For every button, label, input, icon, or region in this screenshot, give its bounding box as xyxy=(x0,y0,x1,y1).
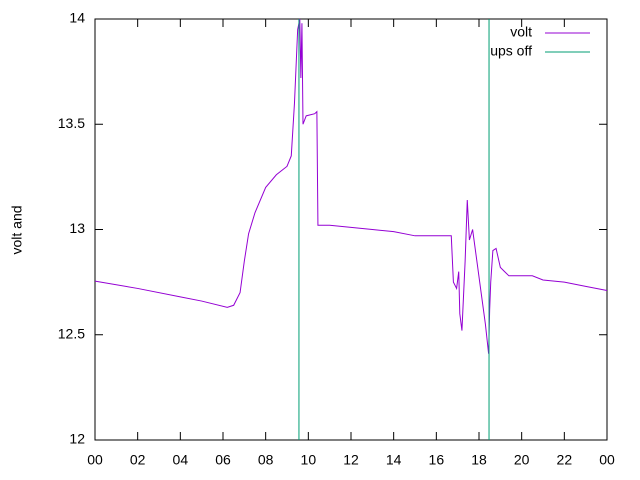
x-tick-label: 06 xyxy=(215,452,231,468)
x-tick-label: 04 xyxy=(173,452,189,468)
x-tick-label: 16 xyxy=(429,452,445,468)
y-tick-label: 12 xyxy=(69,431,85,447)
legend-label: ups off xyxy=(490,43,532,59)
series-line xyxy=(298,19,490,440)
series-line xyxy=(94,18,608,354)
x-tick-label: 14 xyxy=(386,452,402,468)
y-tick-label: 13.5 xyxy=(58,115,85,131)
x-tick-label: 00 xyxy=(87,452,103,468)
x-tick-label: 12 xyxy=(343,452,359,468)
legend-label: volt xyxy=(510,24,532,40)
y-tick-label: 13 xyxy=(69,220,85,236)
y-axis-label: volt and xyxy=(9,205,25,254)
y-tick-label: 14 xyxy=(69,10,85,26)
x-tick-label: 10 xyxy=(301,452,317,468)
y-tick-label: 12.5 xyxy=(58,325,85,341)
x-tick-label: 02 xyxy=(130,452,146,468)
x-tick-label: 00 xyxy=(599,452,615,468)
plot-border xyxy=(94,18,608,441)
x-tick-label: 20 xyxy=(514,452,530,468)
x-tick-label: 22 xyxy=(557,452,573,468)
x-tick-label: 08 xyxy=(258,452,274,468)
x-tick-label: 18 xyxy=(471,452,487,468)
